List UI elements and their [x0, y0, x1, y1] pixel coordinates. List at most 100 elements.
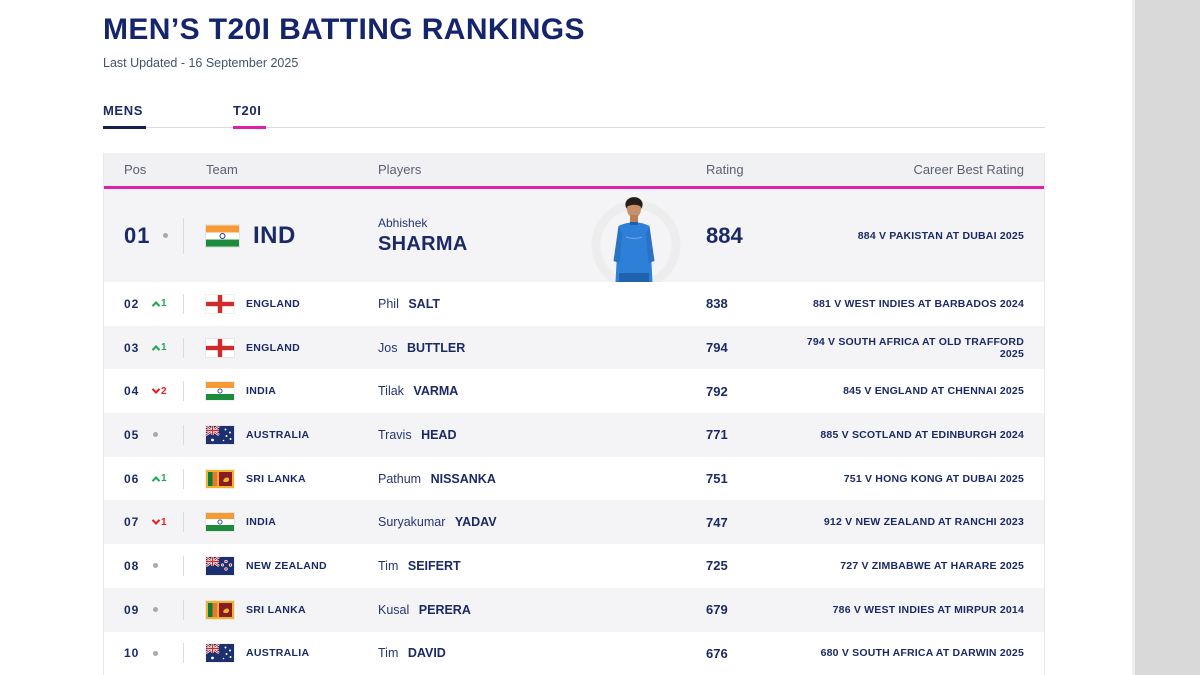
movement-value: 1	[161, 342, 167, 354]
side-background-strip	[1132, 0, 1200, 675]
position-number: 07	[124, 515, 140, 530]
table-row[interactable]: 06 1 SRI LANKA Pathum NISSANKA 751 751 V…	[104, 456, 1044, 501]
player-first-name: Tim	[378, 558, 399, 573]
no-change-dot-icon	[163, 233, 168, 238]
career-best-rating: 794 V SOUTH AFRICA AT OLD TRAFFORD 2025	[806, 335, 1024, 360]
career-best-rating: 727 V ZIMBABWE AT HARARE 2025	[840, 559, 1024, 572]
team-name: ENGLAND	[246, 297, 301, 310]
flag-australia-icon	[206, 425, 234, 444]
table-row[interactable]: 05 AUSTRALIA Travis HEAD 771 885 V SCOTL…	[104, 413, 1044, 457]
player-first-name: Kusal	[378, 602, 410, 617]
table-row[interactable]: 09 SRI LANKA Kusal PERERA 679 786 V WEST…	[104, 587, 1044, 632]
player-name: Travis HEAD	[378, 428, 456, 442]
player-last-name: SHARMA	[378, 232, 468, 255]
player-last-name: DAVID	[407, 646, 446, 661]
team-name: INDIA	[246, 385, 277, 398]
up-arrow-icon	[151, 344, 161, 354]
player-cell: Suryakumar YADAV	[378, 513, 706, 531]
player-last-name: HEAD	[421, 427, 457, 442]
player-rating: 771	[706, 427, 728, 443]
player-rating: 884	[706, 222, 743, 248]
page-title: MEN’S T20I BATTING RANKINGS	[103, 13, 585, 46]
player-first-name: Tilak	[378, 384, 404, 399]
team-name: IND	[253, 221, 296, 249]
header-rating: Rating	[706, 162, 744, 177]
player-photo	[586, 189, 682, 282]
player-last-name: SALT	[408, 296, 441, 311]
movement-value: 1	[161, 473, 167, 485]
movement-indicator	[153, 563, 158, 569]
team-cell: NEW ZEALAND	[183, 556, 378, 575]
player-cell: Tim DAVID	[378, 644, 706, 662]
player-cell: Tilak VARMA	[378, 382, 706, 400]
team-cell: ENGLAND	[183, 338, 378, 357]
no-change-dot-icon	[153, 563, 158, 569]
position-number: 04	[124, 384, 140, 399]
player-rating: 792	[706, 383, 728, 399]
table-row[interactable]: 10 AUSTRALIA Tim DAVID 676 680 V SOUTH A…	[104, 631, 1044, 675]
player-first-name: Pathum	[378, 471, 422, 486]
player-name: Abhishek SHARMA	[378, 216, 706, 256]
table-row[interactable]: 01 IND Abhishek SHARMA 884 884 V PAKISTA…	[104, 189, 1044, 282]
position-cell: 03 1	[104, 341, 183, 355]
header-players: Players	[378, 162, 422, 177]
movement-indicator	[153, 650, 158, 656]
table-row[interactable]: 07 1 INDIA Suryakumar YADAV 747 912 V NE…	[104, 500, 1044, 545]
player-rating: 679	[706, 602, 728, 618]
movement-value: 1	[161, 516, 167, 528]
position-number: 02	[124, 296, 140, 311]
player-first-name: Phil	[378, 296, 399, 311]
player-name: Tilak VARMA	[378, 384, 458, 398]
team-cell: ENGLAND	[183, 294, 378, 313]
flag-newzealand-icon	[206, 556, 234, 575]
content-column: MEN’S T20I BATTING RANKINGS Last Updated…	[0, 0, 1132, 675]
table-header-row: Pos Team Players Rating Career Best Rati…	[104, 153, 1044, 186]
player-last-name: VARMA	[413, 384, 459, 399]
player-rating: 751	[706, 471, 728, 487]
position-cell: 05	[104, 428, 183, 442]
movement-value: 2	[161, 385, 167, 397]
flag-india-icon	[206, 382, 234, 401]
team-name: SRI LANKA	[246, 603, 306, 616]
table-row[interactable]: 08 NEW ZEALAND Tim SEIFERT 725 727 V ZIM…	[104, 544, 1044, 588]
player-rating: 747	[706, 514, 728, 530]
movement-indicator: 1	[151, 473, 167, 485]
flag-india-icon	[206, 513, 234, 532]
team-name: INDIA	[246, 516, 277, 529]
header-team: Team	[206, 162, 238, 177]
header-accent-bar	[104, 186, 1044, 189]
career-best-rating: 680 V SOUTH AFRICA AT DARWIN 2025	[820, 647, 1024, 660]
team-cell: SRI LANKA	[183, 600, 378, 619]
team-name: NEW ZEALAND	[246, 559, 327, 572]
up-arrow-icon	[151, 475, 161, 485]
header-career-best: Career Best Rating	[913, 162, 1024, 177]
table-row[interactable]: 04 2 INDIA Tilak VARMA 792 845 V ENGLAND…	[104, 369, 1044, 414]
position-number: 08	[124, 558, 140, 573]
player-first-name: Abhishek	[378, 215, 428, 230]
player-rating: 676	[706, 645, 728, 661]
no-change-dot-icon	[153, 432, 158, 438]
flag-england-icon	[206, 294, 234, 313]
no-change-dot-icon	[153, 650, 158, 656]
player-first-name: Tim	[378, 646, 399, 661]
position-cell: 07 1	[104, 515, 183, 529]
movement-indicator	[153, 432, 158, 438]
player-last-name: PERERA	[418, 602, 471, 617]
player-cell: Abhishek SHARMA	[378, 216, 706, 256]
table-row[interactable]: 02 1 ENGLAND Phil SALT 838 881 V WEST IN…	[104, 282, 1044, 326]
player-cell: Pathum NISSANKA	[378, 470, 706, 488]
player-name: Pathum NISSANKA	[378, 472, 496, 486]
career-best-rating: 881 V WEST INDIES AT BARBADOS 2024	[812, 297, 1024, 310]
team-name: AUSTRALIA	[246, 428, 310, 441]
player-first-name: Jos	[378, 340, 398, 355]
up-arrow-icon	[151, 301, 161, 310]
movement-indicator: 1	[151, 516, 167, 528]
tab-t20i[interactable]: T20I	[233, 103, 266, 129]
table-row[interactable]: 03 1 ENGLAND Jos BUTTLER 794 794 V SOUTH…	[104, 325, 1044, 370]
position-cell: 10	[104, 646, 183, 660]
header-pos: Pos	[124, 162, 147, 177]
movement-indicator: 1	[151, 298, 167, 310]
tab-mens[interactable]: MENS	[103, 103, 146, 129]
player-name: Jos BUTTLER	[378, 341, 465, 355]
player-name: Suryakumar YADAV	[378, 515, 497, 529]
